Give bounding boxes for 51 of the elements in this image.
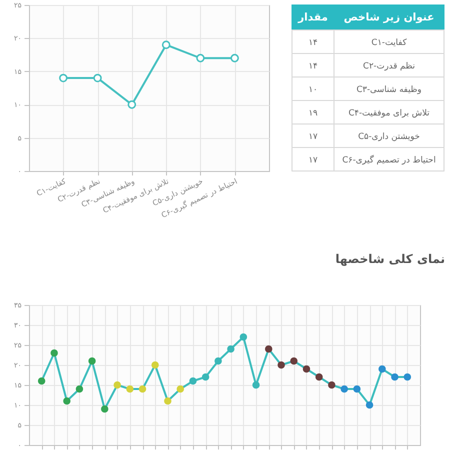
point	[404, 373, 412, 381]
point	[38, 377, 46, 385]
point	[328, 381, 336, 389]
point	[227, 345, 234, 353]
point	[176, 385, 184, 393]
text: عنوان زیر شاخص	[344, 12, 434, 24]
point	[366, 401, 374, 409]
point	[252, 381, 260, 389]
text: C۶-احتیاط در تصمیم گیری	[342, 154, 436, 166]
point	[138, 385, 146, 393]
point	[151, 361, 159, 369]
point	[50, 349, 58, 357]
text: ۱۷	[308, 155, 318, 166]
point	[214, 357, 222, 365]
point	[202, 373, 210, 381]
point	[391, 373, 398, 381]
point	[189, 377, 197, 385]
point	[162, 40, 170, 50]
point	[378, 365, 386, 373]
point	[315, 373, 323, 381]
text: ۱۰	[308, 84, 318, 95]
point	[240, 333, 248, 341]
point	[264, 345, 272, 353]
chart-title: نمای کلی شاخصها	[335, 252, 445, 266]
text: C۵-خویشتن داری	[358, 132, 420, 142]
point	[59, 74, 68, 82]
point	[101, 405, 108, 413]
text: C۲-نظم قدرت	[363, 61, 415, 72]
text: ۱۴	[308, 38, 318, 48]
point	[88, 357, 96, 365]
text: ۱۴	[308, 61, 318, 72]
text: C۴-تلاش برای موفقیت	[348, 108, 430, 118]
text: ۱۷	[308, 132, 318, 142]
text: C۱-کفایت	[371, 38, 408, 48]
text: C۳-وظیفه شناسی	[356, 84, 422, 95]
point	[76, 385, 84, 393]
point	[164, 397, 172, 405]
point	[230, 54, 239, 62]
point	[302, 365, 310, 373]
point	[278, 361, 285, 369]
point	[340, 385, 348, 393]
point	[114, 381, 121, 389]
point	[126, 385, 134, 393]
point	[353, 385, 361, 393]
point	[128, 100, 136, 109]
point	[63, 397, 70, 405]
point	[290, 357, 298, 365]
text: ۱۹	[308, 108, 318, 118]
point	[196, 54, 205, 62]
text: مقدار	[297, 12, 328, 24]
point	[93, 74, 102, 82]
